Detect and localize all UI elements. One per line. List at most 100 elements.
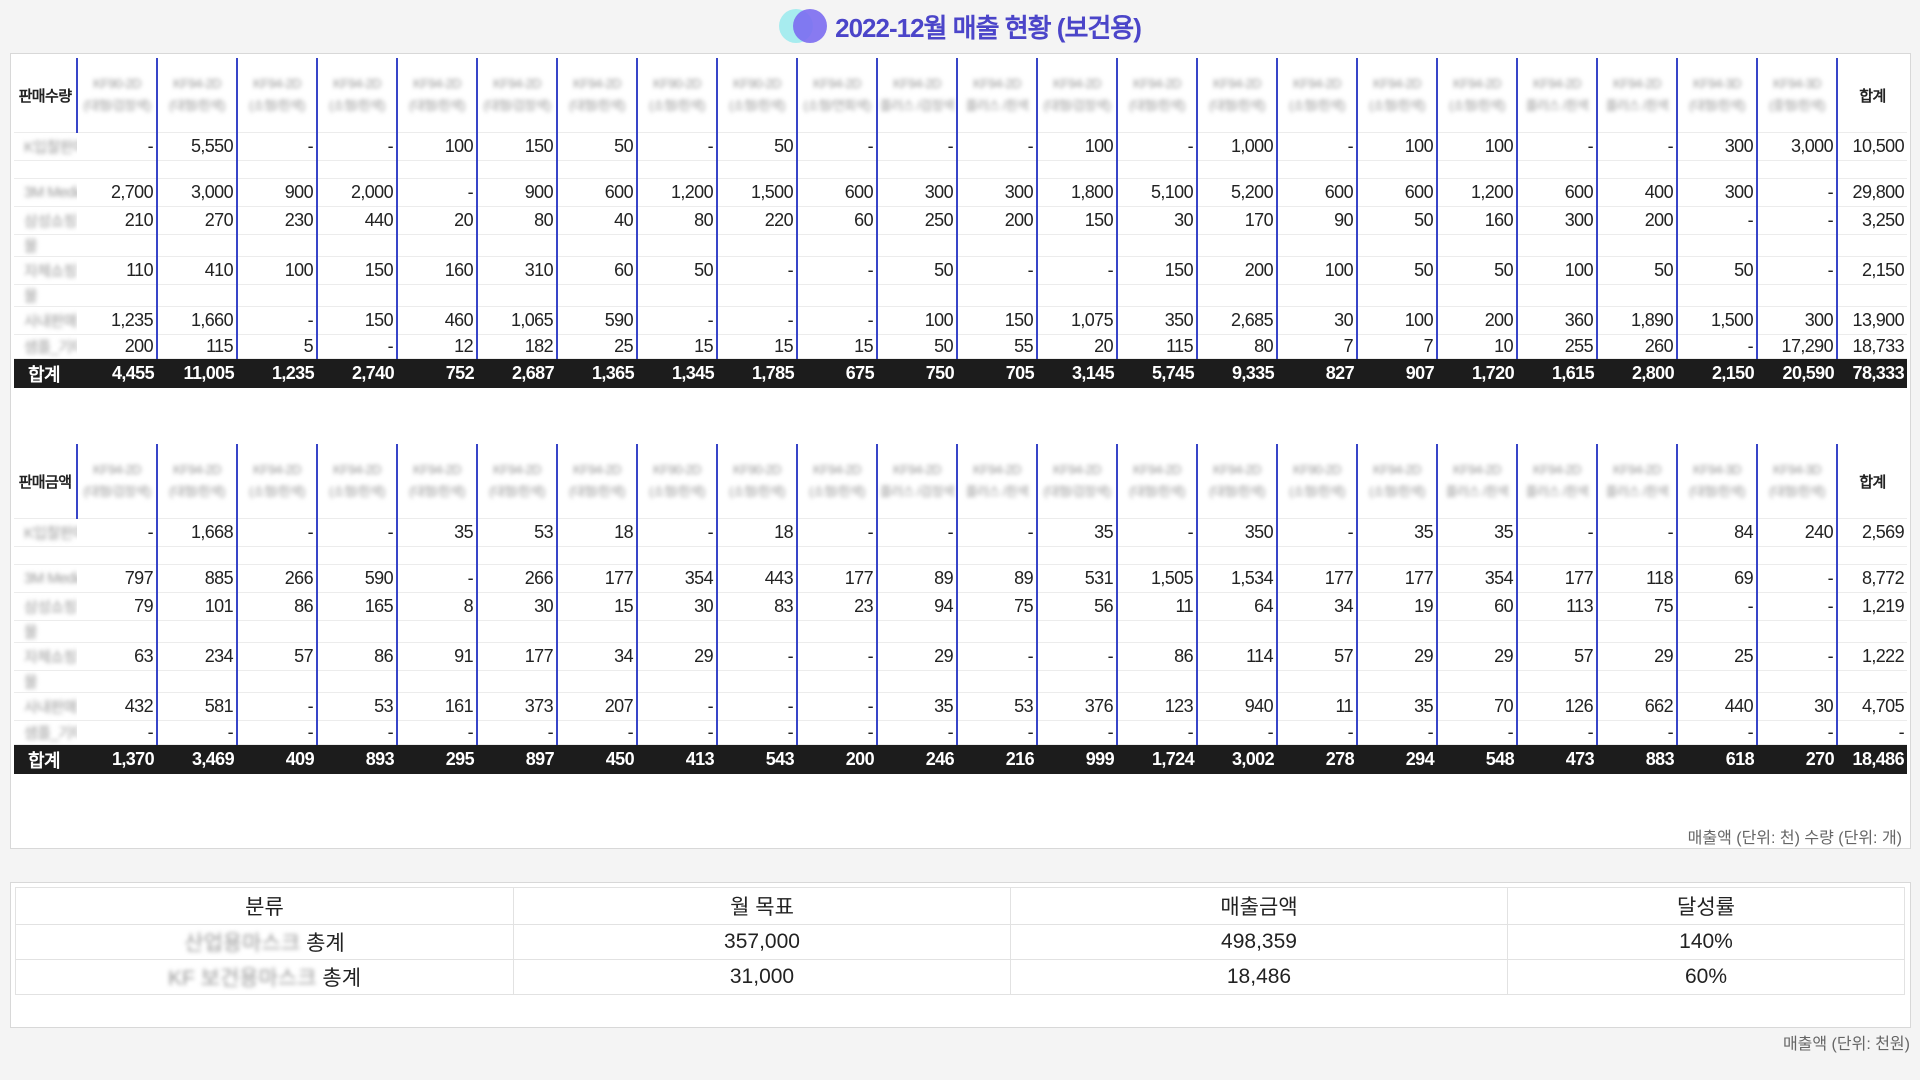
sum-cell: 893 bbox=[317, 744, 397, 774]
summary-header-target: 월 목표 bbox=[513, 887, 1011, 925]
table-row: K입찰판매-1,668--355318-18---35-350-3535--84… bbox=[14, 518, 1907, 547]
cell bbox=[957, 234, 1038, 257]
cell: 94 bbox=[877, 592, 958, 621]
sum-cell: 999 bbox=[1037, 744, 1117, 774]
cell bbox=[157, 284, 238, 307]
sum-cell: 548 bbox=[1437, 744, 1517, 774]
product-header: KF94-2D (대형/흰색) bbox=[1117, 444, 1198, 519]
section-label: 판매금액 bbox=[14, 444, 78, 519]
cell bbox=[557, 620, 638, 643]
table-row: 삼성쇼핑 210 270 230 440 20 80 40 80 220 60 250 200 150 30… bbox=[14, 206, 1907, 235]
header-row: 판매수량 KF90-2D (대형/검정색) KF94-2D (대형/흰색) KF94-2D… bbox=[14, 58, 1907, 133]
cell: - bbox=[1597, 132, 1678, 161]
cell: - bbox=[1037, 720, 1118, 745]
cell: 177 bbox=[1277, 564, 1358, 593]
sum-cell: 1,345 bbox=[637, 358, 717, 388]
cell bbox=[1277, 160, 1358, 179]
cell: 5,100 bbox=[1117, 178, 1198, 207]
cell bbox=[1197, 620, 1278, 643]
cell bbox=[157, 234, 238, 257]
sum-cell: 1,724 bbox=[1117, 744, 1197, 774]
cell bbox=[1517, 546, 1598, 565]
product-header: KF94-2D (소형/흰색) bbox=[317, 444, 398, 519]
cell bbox=[1037, 546, 1118, 565]
cell: 200 bbox=[1437, 306, 1518, 335]
product-header: KF94-2D (대형/검정색) bbox=[477, 58, 558, 133]
table-row: 몰 bbox=[14, 234, 1907, 257]
cell bbox=[1677, 284, 1758, 307]
cell bbox=[717, 670, 798, 693]
cell bbox=[477, 160, 558, 179]
cell: 90 bbox=[1277, 206, 1358, 235]
cell bbox=[797, 160, 878, 179]
product-header: KF94-2D (대형/검정색) bbox=[77, 444, 158, 519]
cell: 373 bbox=[477, 692, 558, 721]
cell: 177 bbox=[797, 564, 878, 593]
cell: 50 bbox=[1677, 256, 1758, 285]
cell bbox=[77, 234, 158, 257]
cell: 1,075 bbox=[1037, 306, 1118, 335]
sum-cell: 3,145 bbox=[1037, 358, 1117, 388]
cell bbox=[1437, 234, 1518, 257]
cell: 19 bbox=[1357, 592, 1438, 621]
cell: - bbox=[1517, 132, 1598, 161]
cell: 360 bbox=[1517, 306, 1598, 335]
cell: 123 bbox=[1117, 692, 1198, 721]
product-header: KF90-2D (소형/흰색) bbox=[637, 444, 718, 519]
cell: 25 bbox=[557, 334, 638, 359]
cell bbox=[1437, 620, 1518, 643]
cell: 2,700 bbox=[77, 178, 158, 207]
product-header: KF94-2D 플러스 /흰색 bbox=[1597, 444, 1678, 519]
cell: - bbox=[317, 518, 398, 547]
cell: 5,550 bbox=[157, 132, 238, 161]
cell bbox=[877, 234, 958, 257]
cell: - bbox=[797, 642, 878, 671]
sum-cell: 897 bbox=[477, 744, 557, 774]
sum-cell: 11,005 bbox=[157, 358, 237, 388]
row-label: 자체쇼핑 bbox=[14, 256, 77, 285]
cell: 55 bbox=[957, 334, 1038, 359]
cell bbox=[717, 234, 798, 257]
product-header: KF94-2D (소형/흰색) bbox=[1437, 58, 1518, 133]
cell bbox=[1117, 160, 1198, 179]
cell: - bbox=[877, 720, 958, 745]
cell: 1,235 bbox=[77, 306, 158, 335]
sum-cell: 409 bbox=[237, 744, 317, 774]
product-header: KF94-2D (대형/흰색) bbox=[557, 58, 638, 133]
cell: 1,668 bbox=[157, 518, 238, 547]
cell bbox=[397, 546, 478, 565]
row-label bbox=[14, 546, 77, 565]
cell bbox=[1117, 670, 1198, 693]
cell bbox=[957, 546, 1038, 565]
sum-label: 합계 bbox=[14, 744, 77, 774]
cell: - bbox=[237, 518, 318, 547]
table-row bbox=[14, 160, 1907, 179]
cell: 581 bbox=[157, 692, 238, 721]
cell: - bbox=[1757, 720, 1838, 745]
cell: 600 bbox=[557, 178, 638, 207]
cell: 210 bbox=[77, 206, 158, 235]
cell bbox=[637, 284, 718, 307]
product-header: KF94-2D 플러스 /흰색 bbox=[1597, 58, 1678, 133]
cell: 64 bbox=[1197, 592, 1278, 621]
cell: - bbox=[1517, 720, 1598, 745]
cell: 100 bbox=[1357, 306, 1438, 335]
cell: - bbox=[557, 720, 638, 745]
cell: 50 bbox=[637, 256, 718, 285]
cell: - bbox=[1517, 518, 1598, 547]
cell: - bbox=[1597, 720, 1678, 745]
cell bbox=[1197, 670, 1278, 693]
sum-cell: 1,615 bbox=[1517, 358, 1597, 388]
sum-cell: 2,687 bbox=[477, 358, 557, 388]
cell: 797 bbox=[77, 564, 158, 593]
cell: - bbox=[797, 256, 878, 285]
row-total bbox=[1837, 620, 1907, 643]
product-header: KF94-2D (소형/흰색) bbox=[1277, 58, 1358, 133]
cell: - bbox=[237, 720, 318, 745]
cell: - bbox=[1277, 518, 1358, 547]
cell bbox=[397, 670, 478, 693]
cell bbox=[1357, 160, 1438, 179]
cell: 250 bbox=[877, 206, 958, 235]
cell: 118 bbox=[1597, 564, 1678, 593]
cell: 79 bbox=[77, 592, 158, 621]
